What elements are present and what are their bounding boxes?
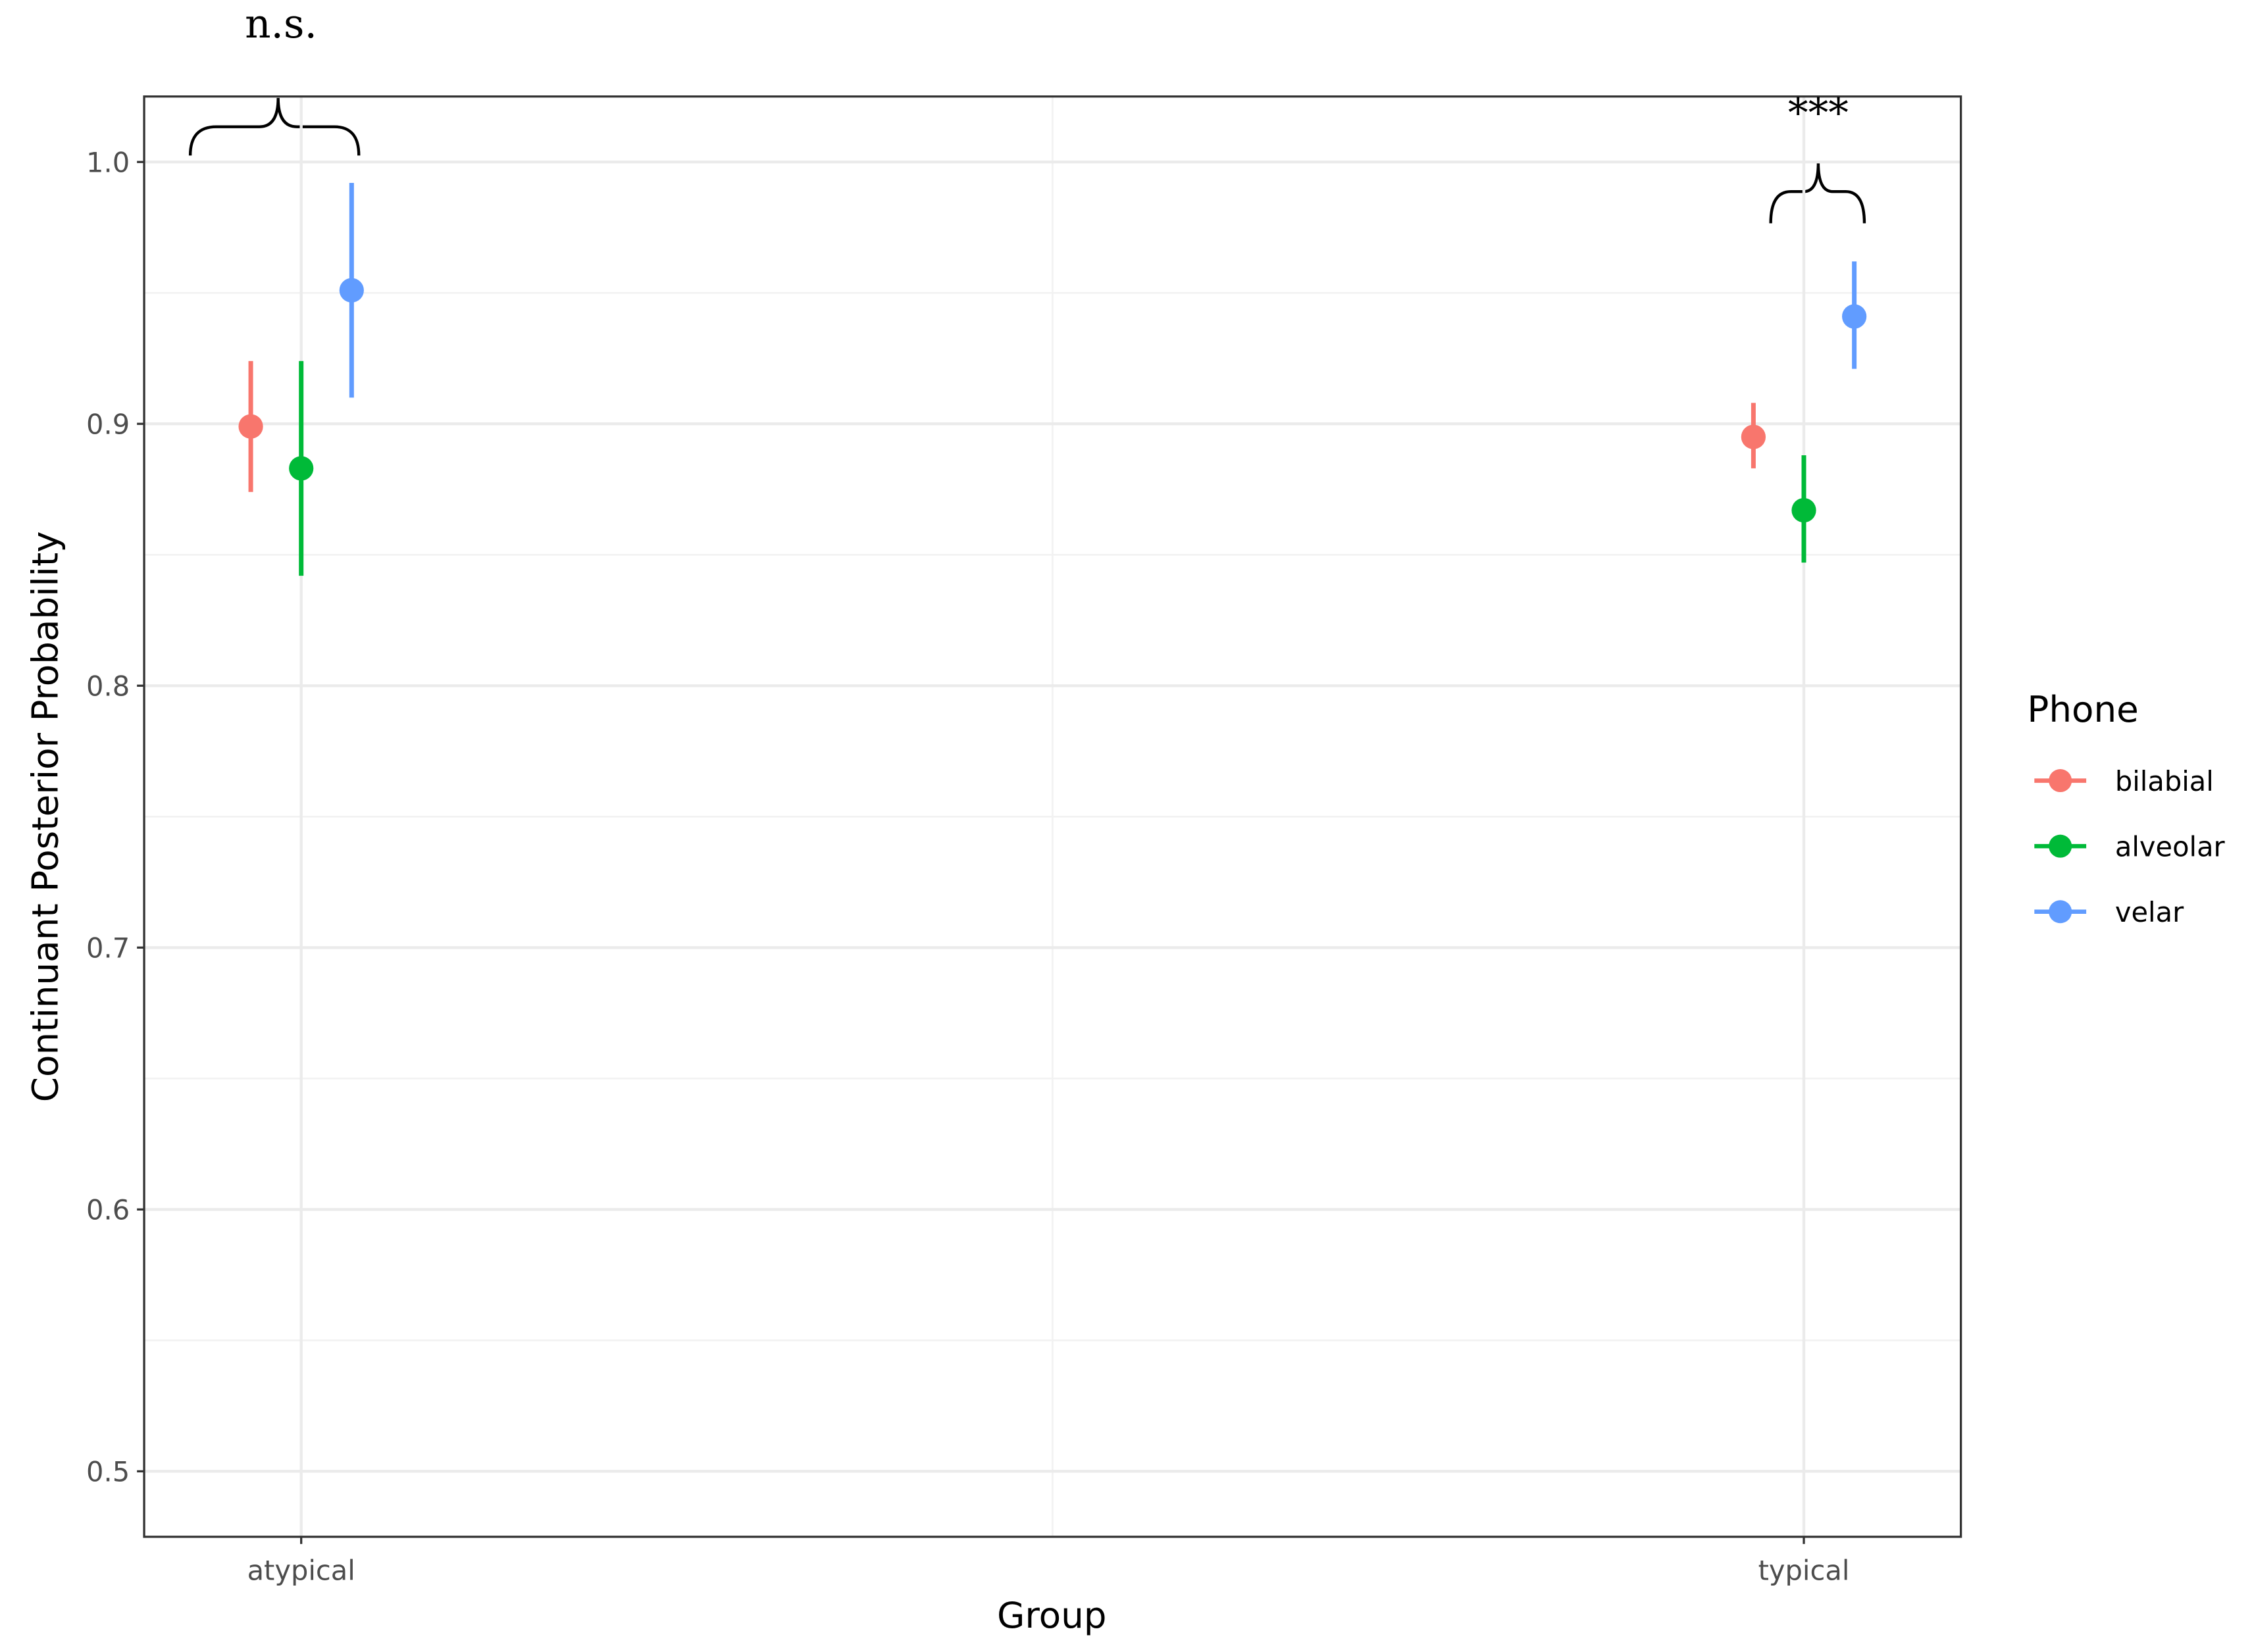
point [1791,497,1816,523]
legend-label: bilabial [2115,765,2214,797]
y-tick-label: 0.6 [86,1194,130,1226]
y-tick-label: 0.8 [86,670,130,703]
legend-marker [2049,834,2072,858]
annotation: n.s. [245,1,317,47]
point [339,278,364,303]
brace [188,97,361,156]
legend-label: velar [2115,896,2184,928]
x-tick-label: atypical [247,1555,355,1587]
point [1741,424,1766,449]
annotation: *** [1788,90,1849,137]
legend-marker [2049,900,2072,924]
x-tick-label: typical [1758,1555,1850,1587]
point [1842,304,1867,329]
y-tick-label: 0.7 [86,932,130,964]
point [289,456,314,481]
legend-label: alveolar [2115,830,2226,863]
y-tick-label: 0.9 [86,409,130,441]
legend-title: Phone [2027,688,2139,730]
y-tick-label: 0.5 [86,1456,130,1488]
y-axis-label: Continuant Posterior Probability [24,531,66,1102]
y-tick-label: 1.0 [86,147,130,179]
legend-marker [2049,769,2072,793]
x-axis-label: Group [997,1594,1107,1636]
panel-border [143,95,1962,1538]
point [238,414,263,439]
